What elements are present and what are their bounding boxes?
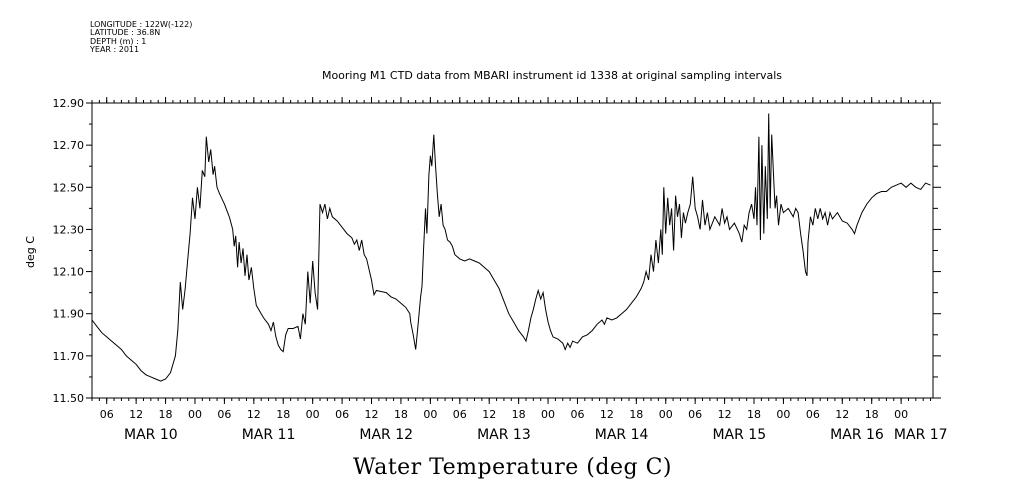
y-tick-label: 11.50 [53, 392, 85, 405]
x-tick-label: 00 [541, 408, 555, 421]
x-tick-label: 12 [600, 408, 614, 421]
x-tick-label: 12 [718, 408, 732, 421]
x-tick-label: 06 [570, 408, 584, 421]
metadata-block: LONGITUDE : 122W(-122) LATITUDE : 36.8N … [90, 20, 193, 55]
x-tick-label: 06 [688, 408, 702, 421]
x-tick-label: 18 [394, 408, 408, 421]
year-text: YEAR : 2011 [90, 45, 140, 55]
x-tick-label: 18 [865, 408, 879, 421]
y-tick-label: 12.50 [53, 181, 85, 194]
x-tick-label: 00 [776, 408, 790, 421]
x-tick-label: 12 [129, 408, 143, 421]
x-tick-label: 18 [629, 408, 643, 421]
y-tick-label: 11.70 [53, 350, 85, 363]
latitude-text: LATITUDE : 36.8N [90, 28, 161, 38]
x-day-label: MAR 11 [242, 427, 296, 443]
plot-frame [91, 102, 934, 399]
x-day-label: MAR 13 [477, 427, 531, 443]
y-tick-label: 12.70 [53, 139, 85, 152]
x-day-label: MAR 15 [712, 427, 766, 443]
x-tick-label: 06 [806, 408, 820, 421]
y-tick-label: 12.30 [53, 223, 85, 236]
x-tick-label: 00 [306, 408, 320, 421]
x-day-label: MAR 17 [894, 427, 948, 443]
x-axis: 06 12 18 00 06 12 18 00 06 12 18 00 06 12 18 00 06 12 18 00… [91, 97, 948, 443]
y-tick-label: 12.10 [53, 266, 85, 279]
x-tick-label: 00 [894, 408, 908, 421]
x-day-label: MAR 16 [830, 427, 884, 443]
x-tick-label: 12 [482, 408, 496, 421]
x-axis-label: Water Temperature (deg C) [353, 455, 672, 480]
x-tick-label: 12 [835, 408, 849, 421]
x-tick-label: 18 [159, 408, 173, 421]
x-tick-label: 00 [188, 408, 202, 421]
temperature-series-line [91, 113, 931, 382]
x-tick-label: 00 [423, 408, 437, 421]
x-tick-label: 18 [512, 408, 526, 421]
chart-title: Mooring M1 CTD data from MBARI instrumen… [321, 69, 783, 82]
depth-text: DEPTH (m) : 1 [90, 36, 147, 46]
x-tick-label: 18 [747, 408, 761, 421]
x-tick-label: 06 [100, 408, 114, 421]
x-tick-label: 12 [365, 408, 379, 421]
y-axis-label: deg C [24, 236, 37, 268]
x-tick-label: 18 [276, 408, 290, 421]
x-tick-label: 12 [247, 408, 261, 421]
x-tick-label: 06 [453, 408, 467, 421]
y-tick-label: 12.90 [53, 97, 85, 110]
x-tick-label: 00 [659, 408, 673, 421]
y-tick-label: 11.90 [53, 308, 85, 321]
x-day-label: MAR 10 [124, 427, 178, 443]
y-axis: 11.50 11.70 11.90 12.10 12.30 12.50 12.70 12.90 [53, 97, 941, 405]
x-tick-label: 06 [335, 408, 349, 421]
x-tick-label: 06 [217, 408, 231, 421]
x-day-label: MAR 14 [595, 427, 649, 443]
longitude-text: LONGITUDE : 122W(-122) [90, 20, 193, 29]
x-day-label: MAR 12 [359, 427, 413, 443]
